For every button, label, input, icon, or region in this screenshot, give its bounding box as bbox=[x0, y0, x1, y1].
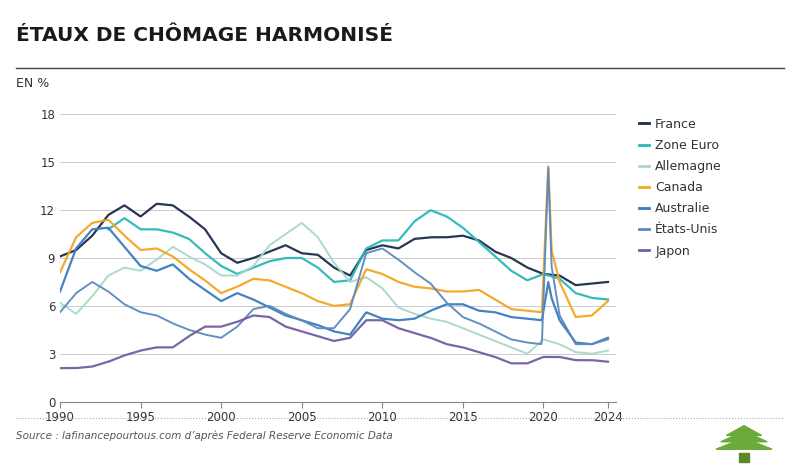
Polygon shape bbox=[726, 426, 762, 435]
Text: ÉTAUX DE CHÔMAGE HARMONISÉ: ÉTAUX DE CHÔMAGE HARMONISÉ bbox=[16, 26, 393, 45]
Text: EN %: EN % bbox=[16, 77, 50, 90]
Polygon shape bbox=[721, 432, 767, 442]
Bar bbox=[739, 453, 749, 462]
Text: Source : lafinancepourtous.com d’après Federal Reserve Economic Data: Source : lafinancepourtous.com d’après F… bbox=[16, 431, 393, 441]
Polygon shape bbox=[716, 438, 772, 449]
Legend: France, Zone Euro, Allemagne, Canada, Australie, États-Unis, Japon: France, Zone Euro, Allemagne, Canada, Au… bbox=[639, 118, 722, 257]
